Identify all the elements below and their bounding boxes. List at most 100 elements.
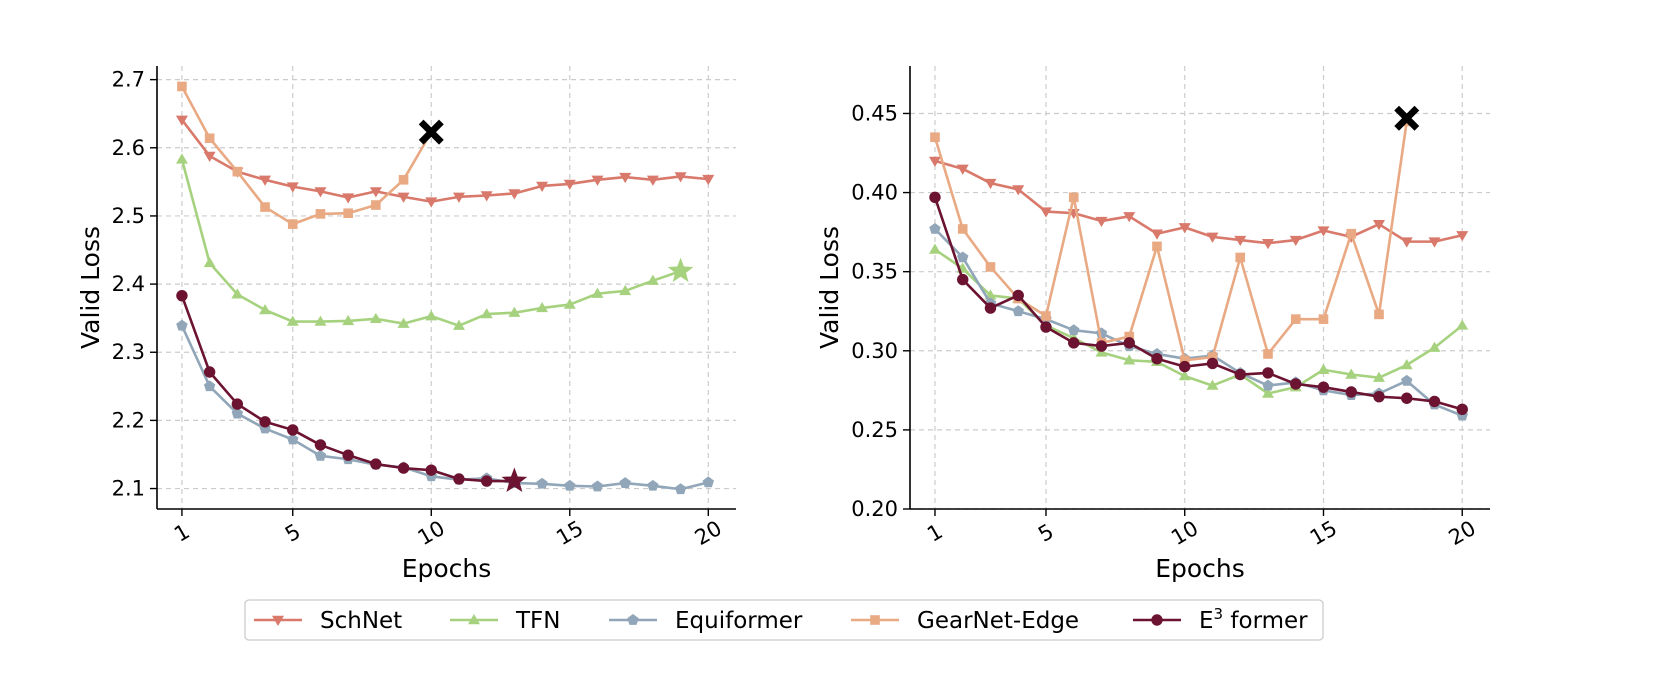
data-point-schnet	[1039, 207, 1052, 218]
data-point-schnet	[1012, 185, 1025, 196]
data-point-tfn	[1372, 371, 1385, 382]
data-point-gearnet-edge	[398, 175, 409, 185]
data-point-e3-former	[370, 458, 382, 470]
legend-label: SchNet	[320, 608, 402, 634]
legend-marker-triangle-up	[468, 614, 480, 625]
data-point-tfn	[1345, 368, 1358, 379]
data-point-schnet	[397, 192, 410, 203]
series-line-equiformer	[180, 325, 709, 491]
data-point-gearnet-edge	[1235, 252, 1246, 263]
data-point-e3-former	[1317, 381, 1330, 393]
y-tick-label: 2.4	[112, 272, 145, 296]
data-point-equiformer	[674, 483, 687, 495]
series-line-schnet	[934, 159, 1463, 245]
data-point-e3-former	[1262, 367, 1274, 379]
legend-item-gearnet-edge: GearNet-Edge	[851, 608, 1079, 634]
data-point-e3-former	[176, 289, 188, 302]
legend-label: TFN	[515, 608, 560, 634]
y-axis-label: Valid Loss	[76, 226, 105, 349]
x-tick-label: 20	[691, 516, 726, 550]
data-point-gearnet-edge	[315, 209, 326, 219]
data-point-e3-former	[314, 439, 327, 451]
data-point-schnet	[425, 197, 438, 208]
legend-marker-circle	[1151, 614, 1163, 626]
data-point-gearnet-edge	[930, 132, 940, 142]
data-point-tfn	[1178, 370, 1191, 381]
data-point-e3-former	[1095, 340, 1108, 352]
data-point-schnet	[286, 182, 299, 193]
data-point-e3-former	[1373, 390, 1385, 403]
data-point-tfn	[369, 312, 382, 324]
data-point-schnet	[203, 151, 216, 162]
data-point-e3-former	[1040, 321, 1052, 333]
series-e3-former	[929, 191, 1468, 416]
data-point-equiformer	[564, 479, 576, 491]
series-schnet	[928, 156, 1469, 250]
data-point-e3-former	[480, 475, 493, 487]
data-point-tfn	[231, 288, 244, 299]
data-point-tfn	[1428, 341, 1441, 352]
data-point-gearnet-edge	[1152, 241, 1162, 252]
data-point-e3-former	[929, 191, 941, 204]
data-point-e3-former	[231, 398, 244, 410]
data-point-equiformer	[647, 479, 659, 491]
y-tick-label: 0.35	[851, 260, 898, 284]
data-point-gearnet-edge	[343, 208, 353, 219]
data-point-tfn	[397, 317, 410, 328]
data-point-equiformer	[314, 449, 327, 461]
data-point-equiformer	[591, 480, 604, 492]
data-point-equiformer	[1012, 305, 1024, 317]
data-point-schnet	[508, 189, 521, 200]
data-point-gearnet-edge	[1318, 314, 1329, 324]
y-tick-label: 0.45	[851, 101, 898, 125]
legend-marker-triangle-down	[272, 615, 284, 626]
series-gearnet-edge	[177, 81, 437, 229]
legend-label: Equiformer	[675, 608, 803, 634]
x-axis-label: Epochs	[402, 554, 492, 583]
series-gearnet-edge	[930, 116, 1412, 366]
data-point-tfn	[1206, 379, 1219, 390]
data-point-e3-former	[1068, 337, 1080, 349]
data-point-schnet	[956, 164, 969, 175]
y-tick-label: 0.20	[851, 497, 898, 521]
data-point-tfn	[508, 306, 521, 317]
chart-panel-right: 1 5 10 15 200.200.250.300.350.400.45EpochsVa…	[815, 66, 1490, 583]
series-line-schnet	[180, 119, 709, 203]
data-point-schnet	[591, 175, 604, 186]
chart-panel-left: 1 5 10 15 202.12.22.32.42.52.62.7EpochsValid…	[76, 66, 736, 583]
data-point-tfn	[928, 243, 941, 254]
series-line-gearnet-edge	[180, 85, 433, 226]
data-point-schnet	[314, 187, 327, 198]
legend-frame	[244, 599, 1324, 641]
data-point-equiformer	[957, 251, 969, 263]
series-line-equiformer	[934, 228, 1463, 417]
series-tfn	[175, 153, 687, 330]
data-point-gearnet-edge	[957, 224, 968, 234]
data-point-e3-former	[1345, 386, 1357, 398]
data-point-schnet	[452, 192, 465, 203]
data-point-schnet	[342, 193, 355, 204]
data-point-schnet	[175, 115, 188, 126]
x-tick-label: 10	[414, 516, 449, 550]
stop-cross-marker	[418, 119, 444, 145]
data-point-tfn	[536, 301, 549, 313]
data-point-gearnet-edge	[177, 81, 187, 92]
data-point-equiformer	[536, 477, 548, 489]
data-point-schnet	[369, 187, 382, 198]
data-point-equiformer	[231, 407, 244, 419]
data-point-tfn	[342, 314, 355, 326]
data-point-e3-former	[397, 462, 410, 474]
data-point-schnet	[646, 175, 659, 186]
data-point-gearnet-edge	[371, 200, 381, 210]
data-point-gearnet-edge	[1290, 314, 1301, 324]
data-point-schnet	[928, 156, 941, 167]
data-point-tfn	[1123, 354, 1136, 365]
best-star-marker	[667, 257, 694, 283]
stop-cross-marker	[1394, 105, 1420, 131]
best-star-marker	[501, 467, 528, 492]
data-point-schnet	[1206, 232, 1219, 243]
data-point-tfn	[1261, 387, 1274, 398]
data-point-tfn	[259, 303, 272, 315]
data-point-equiformer	[203, 380, 216, 392]
